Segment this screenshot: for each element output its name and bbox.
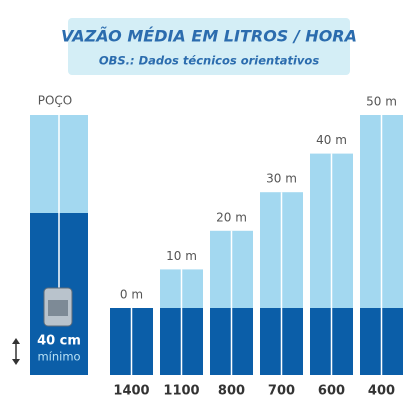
- depth-note: mínimo: [37, 350, 80, 364]
- title-box: [68, 18, 350, 75]
- x-tick-label: 400: [368, 384, 395, 399]
- arrow-down: [12, 359, 20, 365]
- value-label: 10 m: [166, 249, 197, 263]
- value-label: 20 m: [216, 210, 247, 224]
- well: [12, 115, 88, 375]
- chart-title: VAZÃO MÉDIA EM LITROS / HORA: [61, 27, 357, 46]
- x-tick-label: 800: [218, 384, 245, 399]
- x-tick-label: 600: [318, 384, 345, 399]
- arrow-up: [12, 338, 20, 344]
- value-label: 0 m: [120, 288, 143, 302]
- x-tick-label: 700: [268, 384, 295, 399]
- subtitle: OBS.: Dados técnicos orientativos: [99, 54, 319, 68]
- x-tick-label: 1100: [163, 384, 199, 399]
- x-tick-label: 1400: [113, 384, 149, 399]
- value-label: 30 m: [266, 172, 297, 186]
- depth-label: 40 cm: [37, 334, 81, 349]
- value-label: 50 m: [366, 95, 397, 109]
- well-label: POÇO: [38, 94, 73, 108]
- pump-band: [48, 300, 68, 316]
- value-label: 40 m: [316, 133, 347, 147]
